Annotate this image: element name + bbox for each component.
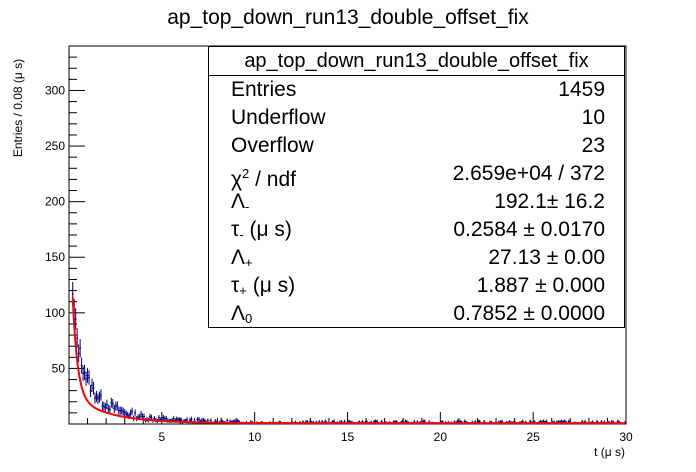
stats-value: 1459 — [558, 78, 605, 101]
stats-row-lambda-plus: Λ+ 27.13 ± 0.00 — [209, 244, 624, 272]
y-tick-label: 300 — [45, 83, 65, 97]
stats-label: Λ- — [231, 190, 250, 214]
x-tick-label: 5 — [158, 430, 165, 444]
stats-value: 192.1± 16.2 — [494, 190, 605, 213]
stats-value: 1.887 ± 0.000 — [476, 274, 605, 297]
fit-curve — [71, 297, 626, 425]
stats-box: ap_top_down_run13_double_offset_fix Entr… — [208, 46, 625, 328]
x-axis-label: t (μ s) — [594, 445, 625, 459]
y-axis-label: Entries / 0.08 (μ s) — [11, 59, 25, 157]
stats-label: τ- (μ s) — [231, 218, 292, 242]
stats-label: Entries — [231, 78, 297, 101]
x-axis: 5 10 15 20 25 30 — [68, 412, 633, 444]
stats-row-tau-plus: τ+ (μ s) 1.887 ± 0.000 — [209, 272, 624, 300]
stats-row-underflow: Underflow 10 — [209, 104, 624, 132]
x-tick-label: 25 — [526, 430, 540, 444]
stats-row-chi2: χ2 / ndf 2.659e+04 / 372 — [209, 160, 624, 191]
stats-value: 0.2584 ± 0.0170 — [453, 218, 605, 241]
stats-label: τ+ (μ s) — [231, 274, 296, 298]
x-tick-label: 30 — [619, 430, 633, 444]
stats-value: 23 — [581, 134, 605, 157]
stats-value: 0.7852 ± 0.0000 — [453, 302, 605, 325]
stats-label: Λ+ — [231, 246, 253, 270]
stats-row-tau-minus: τ- (μ s) 0.2584 ± 0.0170 — [209, 216, 624, 244]
stats-row-overflow: Overflow 23 — [209, 132, 624, 160]
stats-label: Underflow — [231, 106, 326, 129]
y-tick-label: 150 — [45, 250, 65, 264]
stats-value: 2.659e+04 / 372 — [452, 162, 605, 185]
x-tick-label: 20 — [434, 430, 448, 444]
x-tick-label: 10 — [248, 430, 262, 444]
stats-value: 10 — [581, 106, 605, 129]
y-tick-label: 200 — [45, 195, 65, 209]
stats-label: Λ0 — [231, 302, 253, 326]
stats-label: Overflow — [231, 134, 314, 157]
x-tick-label: 15 — [341, 430, 355, 444]
y-tick-label: 100 — [45, 306, 65, 320]
stats-row-lambda-minus: Λ- 192.1± 16.2 — [209, 188, 624, 216]
stats-title: ap_top_down_run13_double_offset_fix — [209, 47, 624, 76]
stats-value: 27.13 ± 0.00 — [488, 246, 605, 269]
stats-row-entries: Entries 1459 — [209, 76, 624, 104]
y-axis: 50 100 150 200 250 300 — [45, 45, 85, 425]
chart-title: ap_top_down_run13_double_offset_fix — [167, 6, 529, 29]
stats-row-lambda-zero: Λ0 0.7852 ± 0.0000 — [209, 300, 624, 328]
y-tick-label: 50 — [52, 361, 66, 375]
y-tick-label: 250 — [45, 139, 65, 153]
stats-label: χ2 / ndf — [231, 166, 296, 191]
